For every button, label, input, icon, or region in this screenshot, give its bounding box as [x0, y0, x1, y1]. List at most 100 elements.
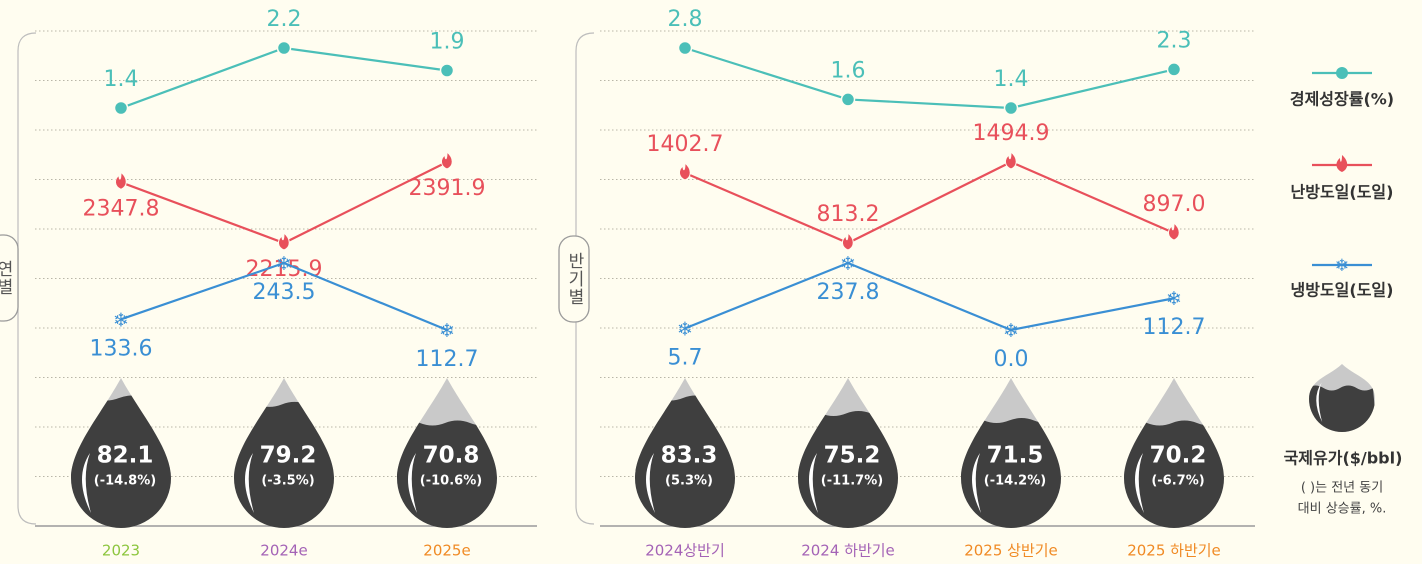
- data-label: 897.0: [1143, 192, 1206, 217]
- data-label: 2391.9: [409, 176, 486, 201]
- panel-label-pill: [558, 235, 590, 323]
- data-label: 1402.7: [647, 132, 724, 157]
- point: [679, 161, 691, 181]
- oil-price-label: 83.3: [661, 443, 718, 469]
- data-label: 1494.9: [973, 121, 1050, 146]
- data-label: 1.6: [831, 58, 866, 83]
- x-tick-label: 2024 하반기e: [801, 542, 895, 560]
- oil-change-label: (-6.7%): [1151, 474, 1204, 489]
- drop-fill: [397, 420, 497, 528]
- legend-label: 냉방도일(도일): [1291, 281, 1394, 300]
- oil-change-label: (-14.2%): [984, 474, 1046, 489]
- legend-label: 국제유가($/bbl): [1284, 449, 1403, 468]
- x-tick-label: 2024e: [260, 542, 307, 560]
- oil-change-label: (-10.6%): [420, 474, 482, 489]
- drop-highlight: [81, 453, 91, 513]
- point: ❄: [276, 253, 292, 275]
- oil-price-label: 82.1: [97, 443, 154, 469]
- drop-fill: [1124, 420, 1224, 528]
- oil-price-label: 71.5: [987, 443, 1044, 469]
- oil-change-label: (-11.7%): [821, 474, 883, 489]
- oil-drop: [71, 378, 171, 528]
- data-label: 112.7: [416, 347, 479, 372]
- legend-label: 난방도일(도일): [1291, 183, 1394, 202]
- point: [1005, 150, 1017, 170]
- legend-marker: [1336, 155, 1348, 172]
- data-label: 2.3: [1157, 28, 1192, 53]
- drop-fill: [71, 395, 171, 528]
- data-label: 0.0: [994, 347, 1029, 372]
- oil-change-label: (-14.8%): [94, 474, 156, 489]
- oil-drop: [635, 378, 735, 528]
- point: ❄: [840, 253, 856, 275]
- oil-drop: [234, 378, 334, 528]
- data-label: 133.6: [90, 336, 153, 361]
- drop-fill: [961, 418, 1061, 528]
- oil-price-label: 75.2: [824, 443, 881, 469]
- oil-drop: [961, 378, 1061, 528]
- point: [115, 171, 127, 190]
- x-tick-label: 2025 상반기e: [964, 542, 1058, 560]
- data-label: 2215.9: [246, 257, 323, 282]
- legend-marker: ❄: [1335, 256, 1349, 276]
- drop-highlight: [1316, 382, 1323, 423]
- point: [1168, 221, 1180, 241]
- point: [1003, 100, 1019, 116]
- oil-price-label: 70.8: [423, 443, 480, 469]
- drop-fill: [635, 395, 735, 528]
- series-line: [684, 261, 1175, 332]
- legend-marker: [1336, 67, 1348, 79]
- data-label: 1.4: [994, 67, 1029, 92]
- point: ❄: [113, 309, 129, 331]
- drop-highlight: [244, 453, 254, 513]
- series-line: [684, 160, 1175, 245]
- data-label: 813.2: [817, 202, 880, 227]
- legend-label: 경제성장률(%): [1290, 90, 1394, 109]
- point: [842, 231, 854, 251]
- panel-label: 연별: [0, 260, 13, 296]
- legend-note: 대비 상승률, %.: [1298, 502, 1387, 517]
- data-label: 2.8: [668, 7, 703, 32]
- data-label: 112.7: [1143, 315, 1206, 340]
- data-label: 237.8: [817, 280, 880, 305]
- oil-price-label: 70.2: [1150, 443, 1207, 469]
- drop-highlight: [971, 453, 981, 513]
- x-tick-label: 2024상반기: [645, 542, 725, 560]
- panel-label: 반기별: [564, 252, 584, 306]
- point: [840, 92, 856, 107]
- oil-drop: [1309, 364, 1375, 432]
- point: [1166, 62, 1182, 77]
- drop-highlight: [645, 453, 655, 513]
- series-line: [120, 261, 448, 332]
- drop-highlight: [1134, 453, 1144, 513]
- point: [276, 40, 292, 56]
- point: ❄: [439, 320, 455, 342]
- drop-fill: [798, 410, 898, 528]
- x-tick-label: 2025e: [423, 542, 470, 560]
- oil-change-label: (5.3%): [665, 474, 713, 489]
- oil-drop: [798, 378, 898, 528]
- point: ❄: [677, 318, 693, 340]
- data-label: 243.5: [253, 280, 316, 305]
- data-label: 2347.8: [83, 196, 160, 221]
- oil-change-label: (-3.5%): [261, 474, 314, 489]
- x-tick-label: 2025 하반기e: [1127, 542, 1221, 560]
- data-label: 2.2: [267, 7, 302, 32]
- point: [113, 100, 129, 116]
- point: [441, 150, 453, 170]
- drop-fill: [234, 401, 334, 528]
- point: ❄: [1003, 320, 1019, 342]
- point: [439, 63, 455, 78]
- panel-label-pill: [0, 234, 19, 322]
- data-label: 1.9: [430, 30, 465, 55]
- drop-highlight: [808, 453, 818, 513]
- point: [278, 231, 290, 251]
- legend-note: ( )는 전년 동기: [1301, 481, 1383, 496]
- drop-highlight: [407, 453, 417, 513]
- data-label: 1.4: [104, 67, 139, 92]
- oil-drop: [397, 378, 497, 528]
- oil-price-label: 79.2: [260, 443, 317, 469]
- oil-drop: [1124, 378, 1224, 528]
- series-line: [684, 46, 1175, 110]
